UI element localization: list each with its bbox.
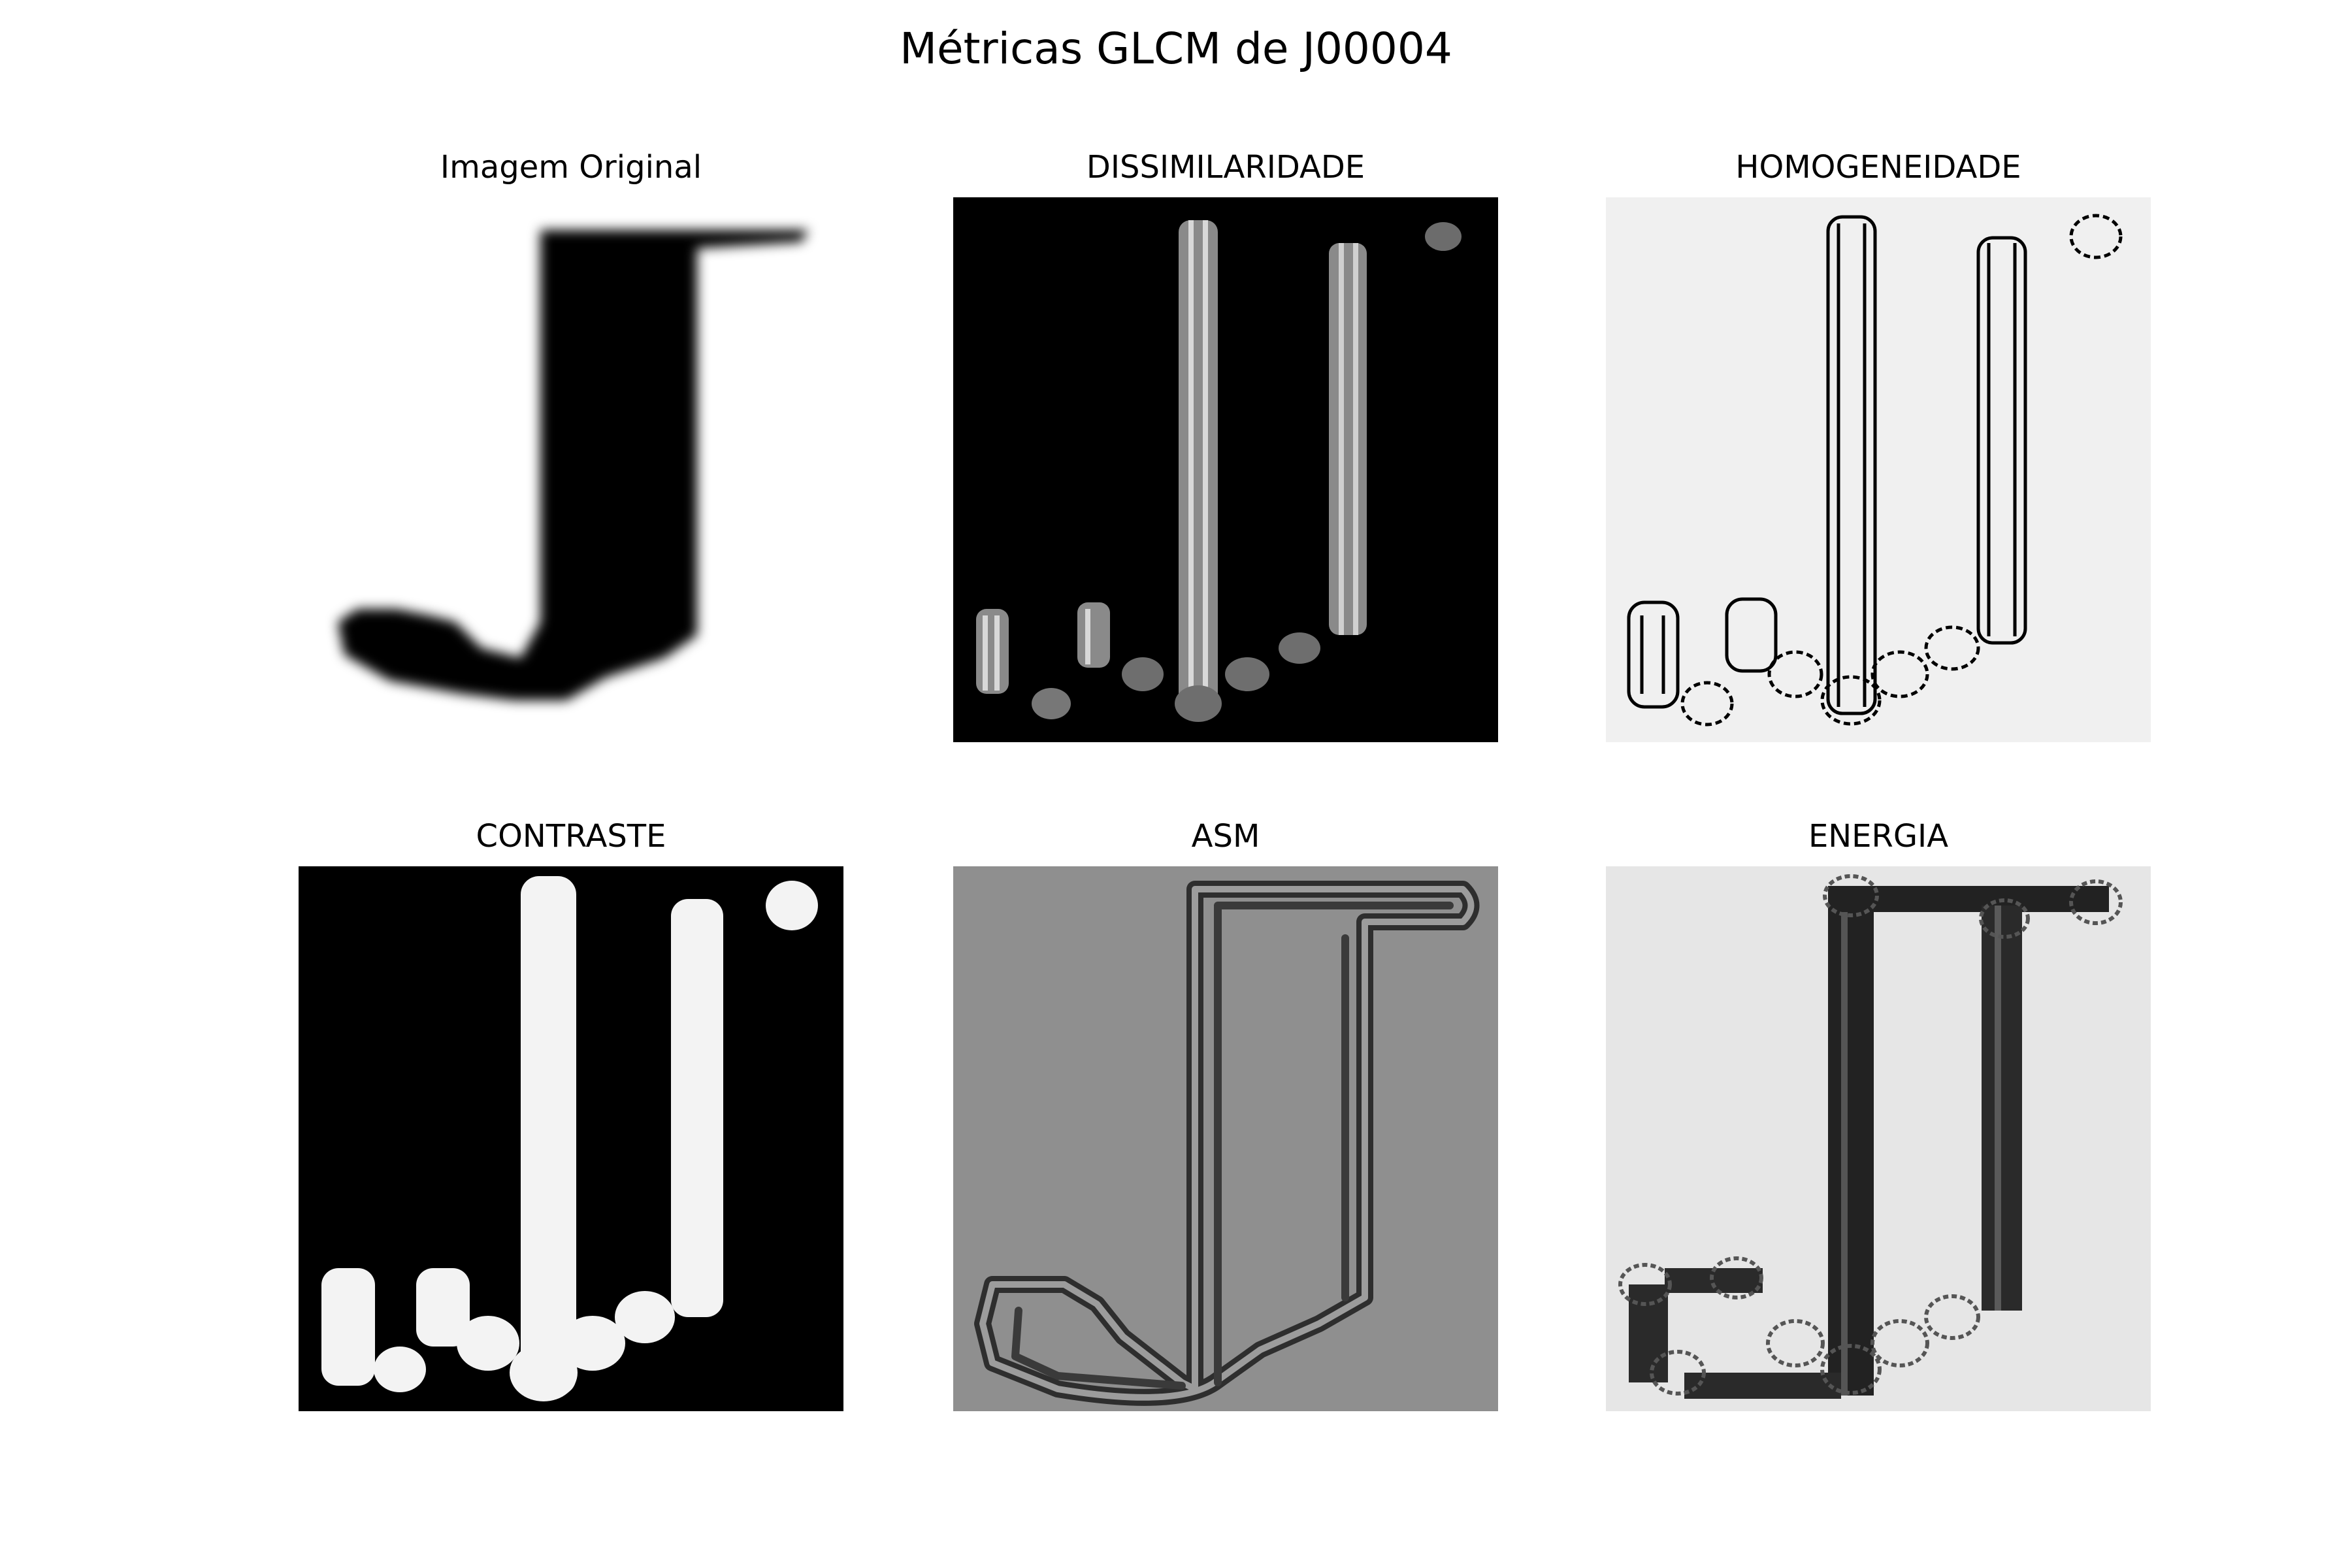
panel-title-contraste: CONTRASTE bbox=[476, 818, 666, 855]
panel-title-original: Imagem Original bbox=[440, 149, 702, 186]
asm-background bbox=[953, 866, 1498, 1411]
contraste-features bbox=[321, 876, 818, 1401]
homogeneidade-plot bbox=[1606, 197, 2151, 742]
panel-title-asm: ASM bbox=[1191, 818, 1260, 855]
energia-textured-joints bbox=[1618, 874, 2123, 1396]
panel-title-energia: ENERGIA bbox=[1808, 818, 1949, 855]
dissimilaridade-features bbox=[976, 220, 1462, 722]
panel-asm bbox=[953, 866, 1498, 1411]
panel-title-homogeneidade: HOMOGENEIDADE bbox=[1735, 149, 2021, 186]
energia-features bbox=[1629, 886, 2109, 1399]
panel-dissimilaridade bbox=[953, 197, 1498, 742]
dissimilaridade-background bbox=[953, 197, 1498, 742]
homogeneidade-background bbox=[1606, 197, 2151, 742]
panel-title-dissimilaridade: DISSIMILARIDADE bbox=[1086, 149, 1365, 186]
original-j-glyph bbox=[338, 230, 808, 700]
dissimilaridade-plot bbox=[953, 197, 1498, 742]
original-image-plot bbox=[299, 197, 843, 742]
asm-plot bbox=[953, 866, 1498, 1411]
panel-homogeneidade bbox=[1606, 197, 2151, 742]
panel-contraste bbox=[299, 866, 843, 1411]
asm-features bbox=[974, 881, 1480, 1406]
panel-energia bbox=[1606, 866, 2151, 1411]
energia-plot bbox=[1606, 866, 2151, 1411]
homogeneidade-features bbox=[1627, 214, 2123, 727]
energia-background bbox=[1606, 866, 2151, 1411]
panel-original-image bbox=[299, 197, 843, 742]
figure-title: Métricas GLCM de J00004 bbox=[900, 24, 1452, 74]
contraste-plot bbox=[299, 866, 843, 1411]
